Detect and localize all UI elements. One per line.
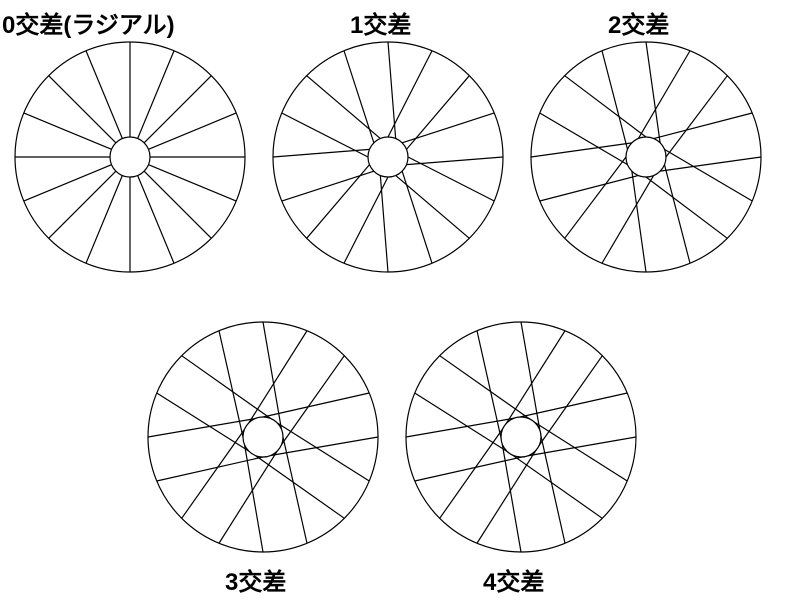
spoke bbox=[503, 331, 565, 430]
spoke bbox=[402, 113, 494, 143]
spoke bbox=[402, 171, 432, 263]
spoke bbox=[664, 165, 690, 264]
spoke bbox=[144, 76, 211, 143]
wheel-1-cross bbox=[271, 40, 505, 274]
wheel-4-cross bbox=[404, 320, 638, 554]
spoke bbox=[666, 76, 727, 157]
wheel-label-4: 4交差 bbox=[483, 562, 544, 597]
hub-circle bbox=[368, 137, 408, 177]
spoke bbox=[138, 51, 174, 139]
wheel-svg bbox=[146, 320, 380, 554]
spoke bbox=[49, 171, 116, 238]
spoke bbox=[535, 356, 602, 451]
spoke bbox=[477, 445, 539, 544]
spoke bbox=[408, 157, 494, 201]
spoke bbox=[529, 419, 628, 481]
wheel-2-cross bbox=[529, 40, 763, 274]
wheel-label-2: 2交差 bbox=[608, 5, 669, 40]
spoke bbox=[602, 175, 654, 263]
hub-circle bbox=[626, 137, 666, 177]
wheel-svg bbox=[271, 40, 505, 274]
wheel-0-cross bbox=[13, 40, 247, 274]
spoke bbox=[477, 331, 503, 445]
spoke bbox=[632, 171, 646, 272]
spoke bbox=[282, 171, 374, 201]
spoke bbox=[513, 393, 627, 419]
spoke bbox=[415, 455, 529, 481]
spoke bbox=[539, 429, 565, 543]
spoke bbox=[344, 177, 388, 263]
spoke bbox=[86, 175, 122, 263]
spoke bbox=[602, 51, 628, 150]
spoke bbox=[344, 51, 374, 143]
spoke bbox=[86, 51, 122, 139]
spoke bbox=[24, 113, 112, 149]
spoke bbox=[540, 175, 639, 201]
spoke bbox=[664, 149, 752, 201]
hub-circle bbox=[110, 137, 150, 177]
spoke bbox=[540, 113, 628, 165]
spoke bbox=[148, 113, 236, 149]
spoke bbox=[646, 42, 660, 143]
hub-circle bbox=[501, 417, 541, 457]
spoke bbox=[440, 423, 507, 518]
spoke bbox=[388, 51, 432, 137]
spoke bbox=[638, 51, 690, 139]
spoke bbox=[646, 177, 727, 238]
wheel-svg bbox=[404, 320, 638, 554]
spoke bbox=[660, 157, 761, 171]
spoke bbox=[49, 76, 116, 143]
wheel-label-0: 0交差(ラジアル) bbox=[2, 5, 175, 40]
spoke bbox=[415, 393, 514, 455]
spoke bbox=[282, 113, 368, 157]
spoke bbox=[531, 143, 632, 157]
wheel-3-cross bbox=[146, 320, 380, 554]
spoke bbox=[440, 356, 535, 423]
spoke bbox=[138, 175, 174, 263]
spoke bbox=[144, 171, 211, 238]
spoke bbox=[24, 165, 112, 201]
spoke bbox=[148, 165, 236, 201]
wheel-label-3: 3交差 bbox=[225, 562, 286, 597]
wheel-svg bbox=[529, 40, 763, 274]
spoke bbox=[565, 157, 626, 238]
wheel-label-1: 1交差 bbox=[350, 5, 411, 40]
hub-circle bbox=[243, 417, 283, 457]
spoke bbox=[565, 76, 646, 137]
spoke bbox=[507, 451, 602, 518]
spoke bbox=[654, 113, 753, 139]
wheel-svg bbox=[13, 40, 247, 274]
